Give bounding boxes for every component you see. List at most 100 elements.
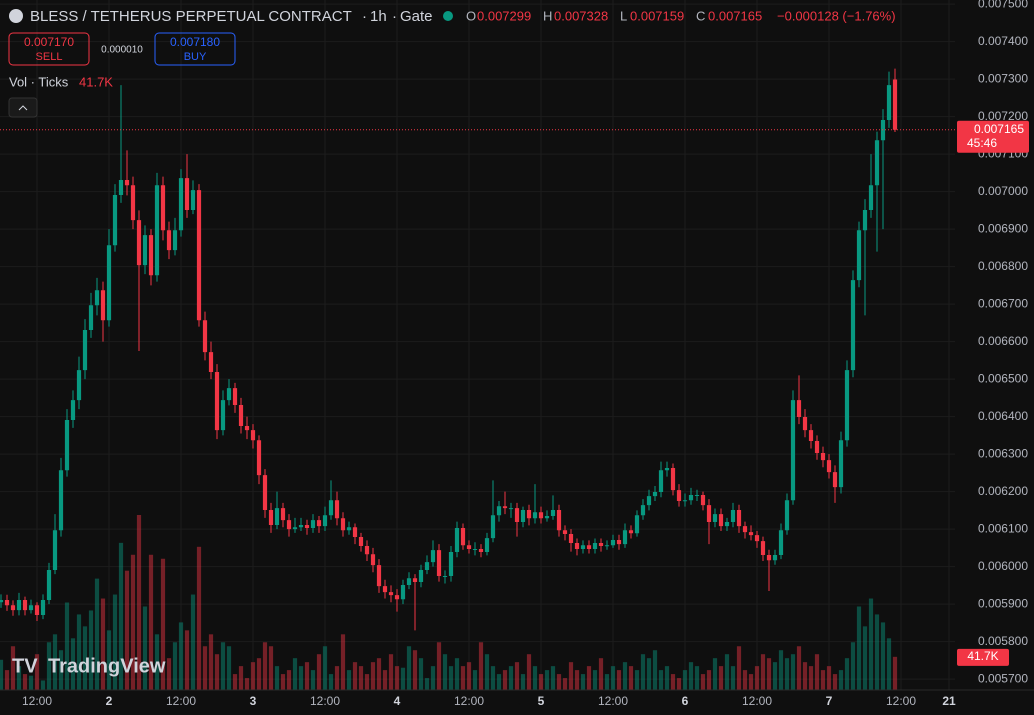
candle-body	[640, 505, 646, 516]
ohlc-letter: O	[466, 8, 476, 23]
candle-body	[514, 508, 520, 522]
candle-body	[538, 512, 544, 519]
buy-button[interactable]	[154, 32, 236, 66]
volume-bar	[844, 658, 850, 690]
candle-body	[118, 180, 124, 195]
candle-body	[322, 515, 328, 527]
volume-bar	[148, 554, 154, 690]
volume-bar	[760, 654, 766, 690]
volume-bar	[850, 642, 856, 690]
candle-body	[148, 235, 154, 276]
volume-bar	[256, 658, 262, 690]
candle-body	[382, 586, 388, 593]
y-tick-label: 0.005700	[978, 671, 1028, 685]
volume-last: 41.7K	[79, 74, 113, 89]
volume-bar	[82, 626, 88, 690]
candle-body	[580, 545, 586, 549]
volume-bar	[304, 662, 310, 690]
price-axis	[955, 0, 1034, 715]
candle-body	[310, 520, 316, 528]
volume-bar	[196, 546, 202, 690]
volume-bar	[892, 656, 898, 690]
volume-bar	[568, 662, 574, 690]
candle-body	[520, 510, 526, 522]
candle-body	[214, 372, 220, 431]
y-tick-label: 0.006900	[978, 221, 1028, 235]
candle-body	[460, 528, 466, 546]
volume-bar	[682, 670, 688, 690]
candle-body	[694, 495, 700, 496]
candle-body	[424, 562, 430, 570]
brand-logo: TV	[12, 655, 38, 677]
volume-bar	[526, 654, 532, 690]
candle-body	[34, 605, 40, 615]
volume-bar	[10, 646, 16, 690]
volume-bar	[328, 674, 334, 690]
candle-body	[292, 527, 298, 530]
candle-body	[754, 535, 760, 542]
volume-bar	[376, 658, 382, 690]
candle-body	[88, 305, 94, 330]
volume-bar	[820, 670, 826, 690]
candle-body	[82, 330, 88, 371]
volume-bar	[136, 515, 142, 690]
candle-body	[58, 470, 64, 531]
candle-body	[388, 592, 394, 596]
candle-body	[496, 506, 502, 516]
candle-body	[748, 532, 754, 536]
y-tick-label: 0.007000	[978, 184, 1028, 198]
candle-body	[478, 549, 484, 552]
y-tick-label: 0.006300	[978, 446, 1028, 460]
volume-bar	[856, 606, 862, 690]
candle-body	[298, 525, 304, 528]
volume-bar	[784, 658, 790, 690]
candle-body	[100, 290, 106, 321]
collapse-button[interactable]	[8, 97, 38, 118]
candle-body	[202, 320, 208, 353]
candle-body	[838, 440, 844, 488]
volume-bar	[544, 670, 550, 690]
volume-bar	[586, 666, 592, 690]
x-tick-label: 12:00	[886, 694, 916, 708]
candle-body	[856, 230, 862, 281]
candle-body	[868, 185, 874, 210]
x-tick-label: 7	[826, 694, 833, 708]
candle-body	[802, 417, 808, 431]
volume-bar	[16, 666, 22, 690]
volume-bar	[322, 646, 328, 690]
volume-bar	[172, 642, 178, 690]
candle-body	[844, 370, 850, 441]
volume-bar	[838, 670, 844, 690]
candle-body	[562, 530, 568, 534]
volume-bar	[454, 658, 460, 690]
volume-bar	[28, 675, 34, 690]
candle-body	[814, 441, 820, 453]
volume-bar	[880, 622, 886, 690]
candle-body	[862, 210, 868, 231]
volume-bar	[448, 666, 454, 690]
change: −0.000128 (−1.76%)	[777, 8, 896, 23]
candle-body	[874, 140, 880, 186]
volume-bar	[280, 674, 286, 690]
volume-bar	[4, 670, 10, 690]
interval: 1h	[370, 8, 387, 25]
volume-bar	[808, 666, 814, 690]
candle-body	[778, 530, 784, 555]
candle-body	[622, 530, 628, 545]
sell-button[interactable]	[8, 32, 90, 66]
x-tick-label: 6	[682, 694, 689, 708]
volume-bar	[676, 678, 682, 690]
volume-bar	[238, 666, 244, 690]
candle-body	[136, 220, 142, 266]
volume-bar	[166, 658, 172, 690]
volume-bar	[466, 662, 472, 690]
volume-bar	[700, 674, 706, 690]
y-tick-label: 0.006700	[978, 296, 1028, 310]
volume-bar	[886, 638, 892, 690]
candle-body	[52, 530, 58, 570]
volume-bar	[616, 670, 622, 690]
volume-bar	[292, 658, 298, 690]
volume-bar	[436, 642, 442, 690]
volume-bar	[796, 646, 802, 690]
candle-body	[790, 400, 796, 501]
